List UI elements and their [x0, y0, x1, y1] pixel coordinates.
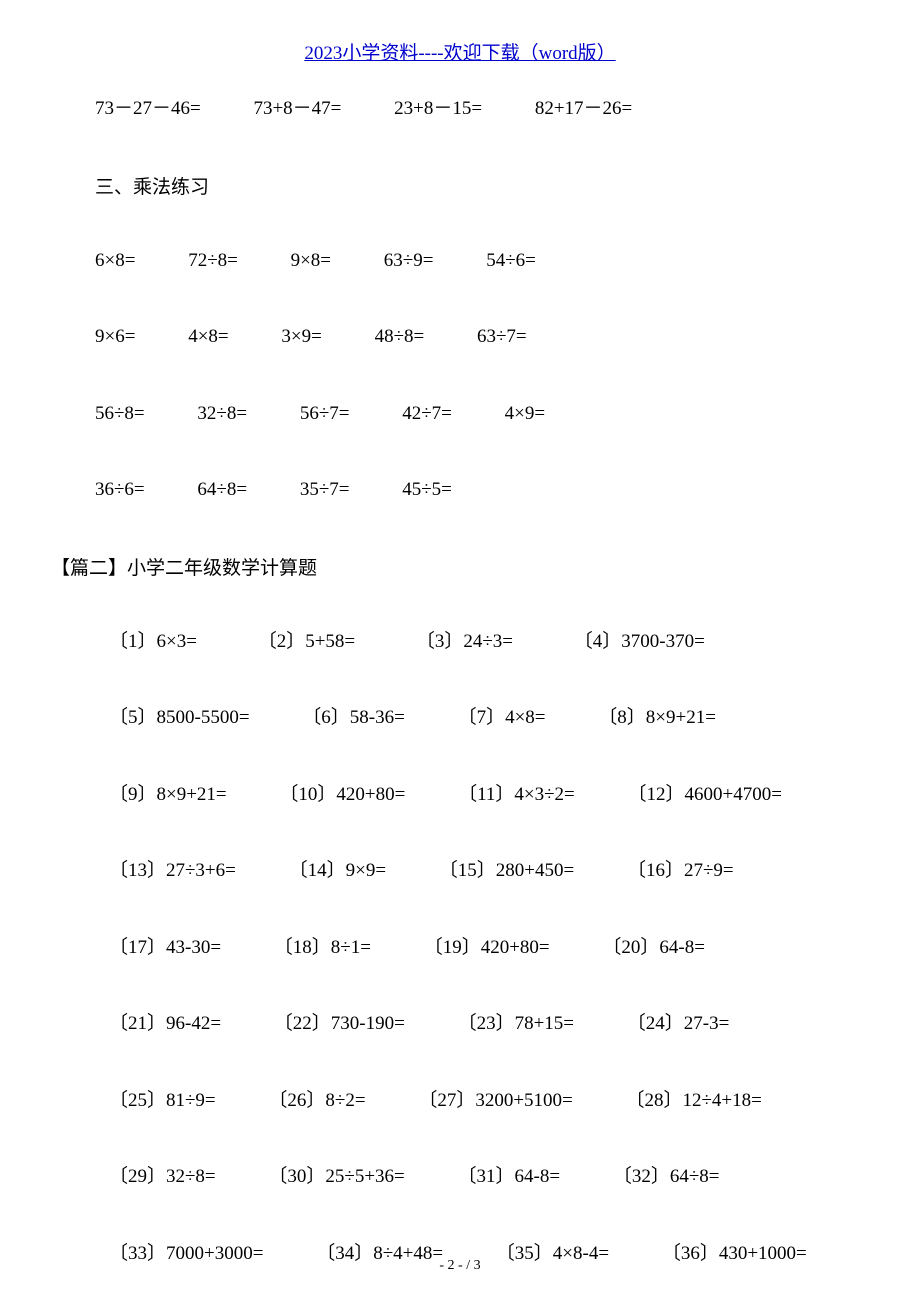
problem: 〔10〕420+80= [279, 784, 405, 805]
problem: 〔22〕730-190= [274, 1013, 405, 1034]
problem: 〔4〕3700-370= [574, 631, 705, 652]
document-content: 73－27－46= 73+8－47= 23+8－15= 82+17－26= 三、… [0, 95, 920, 1268]
page-number: - 2 - / 3 [0, 1258, 920, 1274]
arithmetic-row-1: 73－27－46= 73+8－47= 23+8－15= 82+17－26= [95, 95, 860, 124]
numbered-row-5: 〔17〕43-30= 〔18〕8÷1= 〔19〕420+80= 〔20〕64-8… [95, 934, 860, 963]
numbered-row-6: 〔21〕96-42= 〔22〕730-190= 〔23〕78+15= 〔24〕2… [95, 1010, 860, 1039]
problem: 〔25〕81÷9= [109, 1090, 216, 1111]
problem: 〔6〕58-36= [302, 707, 405, 728]
problem: 9×8= [291, 250, 331, 271]
problem: 64÷8= [197, 479, 247, 500]
problem: 〔23〕78+15= [458, 1013, 574, 1034]
problem: 35÷7= [300, 479, 350, 500]
numbered-row-2: 〔5〕8500-5500= 〔6〕58-36= 〔7〕4×8= 〔8〕8×9+2… [95, 704, 860, 733]
problem: 63÷9= [384, 250, 434, 271]
problem: 32÷8= [197, 403, 247, 424]
download-link[interactable]: 2023小学资料----欢迎下载（word版） [304, 43, 615, 64]
problem: 72÷8= [188, 250, 238, 271]
mult-row-4: 36÷6= 64÷8= 35÷7= 45÷5= [95, 476, 860, 505]
problem: 〔5〕8500-5500= [109, 707, 250, 728]
section2-title: 【篇二】小学二年级数学计算题 [51, 553, 860, 580]
problem: 〔29〕32÷8= [109, 1166, 216, 1187]
problem: 〔31〕64-8= [458, 1166, 561, 1187]
problem: 4×9= [505, 403, 545, 424]
problem: 〔21〕96-42= [109, 1013, 221, 1034]
problem: 73+8－47= [253, 98, 341, 119]
problem: 〔26〕8÷2= [268, 1090, 365, 1111]
problem: 〔12〕4600+4700= [628, 784, 782, 805]
problem: 42÷7= [402, 403, 452, 424]
problem: 〔20〕64-8= [602, 937, 705, 958]
problem: 〔18〕8÷1= [274, 937, 371, 958]
numbered-row-8: 〔29〕32÷8= 〔30〕25÷5+36= 〔31〕64-8= 〔32〕64÷… [95, 1163, 860, 1192]
problem: 〔8〕8×9+21= [598, 707, 716, 728]
problem: 〔19〕420+80= [424, 937, 550, 958]
problem: 36÷6= [95, 479, 145, 500]
problem: 〔3〕24÷3= [416, 631, 513, 652]
header-link-container: 2023小学资料----欢迎下载（word版） [0, 0, 920, 95]
problem: 〔16〕27÷9= [627, 860, 734, 881]
problem: 48÷8= [375, 326, 425, 347]
problem: 〔2〕5+58= [258, 631, 355, 652]
problem: 54÷6= [486, 250, 536, 271]
problem: 〔24〕27-3= [627, 1013, 730, 1034]
problem: 〔13〕27÷3+6= [109, 860, 236, 881]
mult-row-3: 56÷8= 32÷8= 56÷7= 42÷7= 4×9= [95, 400, 860, 429]
problem: 〔9〕8×9+21= [109, 784, 227, 805]
problem: 〔15〕280+450= [439, 860, 574, 881]
mult-row-1: 6×8= 72÷8= 9×8= 63÷9= 54÷6= [95, 247, 860, 276]
problem: 3×9= [281, 326, 321, 347]
numbered-row-4: 〔13〕27÷3+6= 〔14〕9×9= 〔15〕280+450= 〔16〕27… [95, 857, 860, 886]
problem: 〔27〕3200+5100= [418, 1090, 572, 1111]
numbered-row-7: 〔25〕81÷9= 〔26〕8÷2= 〔27〕3200+5100= 〔28〕12… [95, 1087, 860, 1116]
problem: 45÷5= [402, 479, 452, 500]
problem: 〔11〕4×3÷2= [458, 784, 575, 805]
problem: 4×8= [188, 326, 228, 347]
problem: 82+17－26= [535, 98, 632, 119]
mult-row-2: 9×6= 4×8= 3×9= 48÷8= 63÷7= [95, 323, 860, 352]
problem: 〔17〕43-30= [109, 937, 221, 958]
problem: 〔7〕4×8= [458, 707, 546, 728]
numbered-row-1: 〔1〕6×3= 〔2〕5+58= 〔3〕24÷3= 〔4〕3700-370= [95, 628, 860, 657]
problem: 〔1〕6×3= [109, 631, 197, 652]
problem: 73－27－46= [95, 98, 201, 119]
section-title-multiplication: 三、乘法练习 [95, 172, 860, 199]
numbered-row-3: 〔9〕8×9+21= 〔10〕420+80= 〔11〕4×3÷2= 〔12〕46… [95, 781, 860, 810]
problem: 9×6= [95, 326, 135, 347]
problem: 63÷7= [477, 326, 527, 347]
problem: 〔14〕9×9= [289, 860, 386, 881]
problem: 〔32〕64÷8= [613, 1166, 720, 1187]
problem: 〔30〕25÷5+36= [268, 1166, 404, 1187]
problem: 6×8= [95, 250, 135, 271]
problem: 23+8－15= [394, 98, 482, 119]
problem: 56÷8= [95, 403, 145, 424]
problem: 〔28〕12÷4+18= [626, 1090, 762, 1111]
problem: 56÷7= [300, 403, 350, 424]
